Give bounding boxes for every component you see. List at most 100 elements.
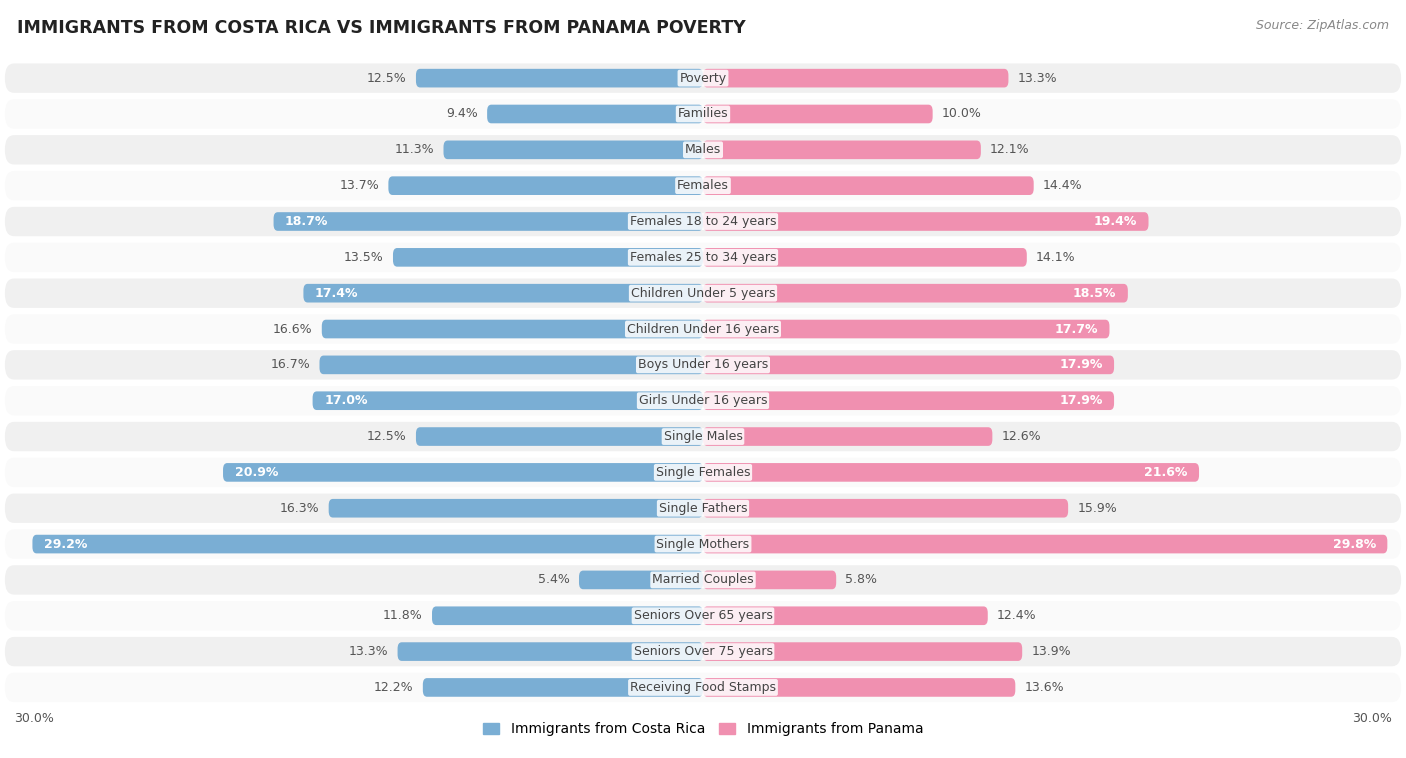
FancyBboxPatch shape [703, 606, 988, 625]
FancyBboxPatch shape [32, 534, 703, 553]
Text: 17.7%: 17.7% [1054, 323, 1098, 336]
FancyBboxPatch shape [392, 248, 703, 267]
Text: 11.3%: 11.3% [395, 143, 434, 156]
Legend: Immigrants from Costa Rica, Immigrants from Panama: Immigrants from Costa Rica, Immigrants f… [477, 717, 929, 742]
FancyBboxPatch shape [703, 463, 1199, 482]
Text: 18.7%: 18.7% [285, 215, 329, 228]
Text: 29.2%: 29.2% [44, 537, 87, 550]
FancyBboxPatch shape [703, 678, 1015, 697]
Text: Single Mothers: Single Mothers [657, 537, 749, 550]
FancyBboxPatch shape [4, 350, 1402, 380]
Text: 19.4%: 19.4% [1094, 215, 1137, 228]
Text: Children Under 5 years: Children Under 5 years [631, 287, 775, 299]
FancyBboxPatch shape [443, 140, 703, 159]
FancyBboxPatch shape [322, 320, 703, 338]
FancyBboxPatch shape [4, 315, 1402, 343]
Text: 20.9%: 20.9% [235, 466, 278, 479]
Text: Single Fathers: Single Fathers [659, 502, 747, 515]
Text: Families: Families [678, 108, 728, 121]
FancyBboxPatch shape [4, 99, 1402, 129]
Text: 16.3%: 16.3% [280, 502, 319, 515]
Text: Source: ZipAtlas.com: Source: ZipAtlas.com [1256, 19, 1389, 32]
FancyBboxPatch shape [312, 391, 703, 410]
Text: 12.5%: 12.5% [367, 430, 406, 443]
FancyBboxPatch shape [703, 571, 837, 589]
Text: 12.6%: 12.6% [1001, 430, 1042, 443]
FancyBboxPatch shape [4, 171, 1402, 200]
FancyBboxPatch shape [703, 642, 1022, 661]
FancyBboxPatch shape [703, 320, 1109, 338]
Text: 13.7%: 13.7% [339, 179, 380, 193]
Text: Boys Under 16 years: Boys Under 16 years [638, 359, 768, 371]
FancyBboxPatch shape [4, 458, 1402, 487]
FancyBboxPatch shape [703, 212, 1149, 231]
FancyBboxPatch shape [398, 642, 703, 661]
FancyBboxPatch shape [4, 637, 1402, 666]
Text: Single Males: Single Males [664, 430, 742, 443]
FancyBboxPatch shape [423, 678, 703, 697]
Text: 13.3%: 13.3% [1018, 72, 1057, 85]
FancyBboxPatch shape [329, 499, 703, 518]
Text: 13.5%: 13.5% [344, 251, 384, 264]
FancyBboxPatch shape [319, 356, 703, 374]
FancyBboxPatch shape [4, 243, 1402, 272]
Text: 16.7%: 16.7% [270, 359, 311, 371]
Text: 13.9%: 13.9% [1032, 645, 1071, 658]
Text: 12.2%: 12.2% [374, 681, 413, 694]
Text: Girls Under 16 years: Girls Under 16 years [638, 394, 768, 407]
Text: 10.0%: 10.0% [942, 108, 981, 121]
Text: Children Under 16 years: Children Under 16 years [627, 323, 779, 336]
FancyBboxPatch shape [703, 356, 1114, 374]
Text: 12.1%: 12.1% [990, 143, 1029, 156]
Text: 15.9%: 15.9% [1077, 502, 1118, 515]
Text: Females: Females [678, 179, 728, 193]
Text: 12.5%: 12.5% [367, 72, 406, 85]
FancyBboxPatch shape [703, 248, 1026, 267]
FancyBboxPatch shape [703, 283, 1128, 302]
Text: Females 18 to 24 years: Females 18 to 24 years [630, 215, 776, 228]
Text: 18.5%: 18.5% [1073, 287, 1116, 299]
Text: 9.4%: 9.4% [446, 108, 478, 121]
Text: Poverty: Poverty [679, 72, 727, 85]
FancyBboxPatch shape [4, 493, 1402, 523]
Text: Seniors Over 75 years: Seniors Over 75 years [634, 645, 772, 658]
FancyBboxPatch shape [304, 283, 703, 302]
Text: Males: Males [685, 143, 721, 156]
FancyBboxPatch shape [432, 606, 703, 625]
Text: 17.9%: 17.9% [1059, 359, 1102, 371]
FancyBboxPatch shape [4, 135, 1402, 164]
FancyBboxPatch shape [4, 529, 1402, 559]
FancyBboxPatch shape [4, 386, 1402, 415]
Text: 30.0%: 30.0% [1353, 712, 1392, 725]
FancyBboxPatch shape [703, 105, 932, 124]
FancyBboxPatch shape [703, 391, 1114, 410]
Text: 21.6%: 21.6% [1144, 466, 1188, 479]
FancyBboxPatch shape [4, 278, 1402, 308]
Text: Married Couples: Married Couples [652, 573, 754, 587]
Text: 5.8%: 5.8% [845, 573, 877, 587]
FancyBboxPatch shape [703, 499, 1069, 518]
FancyBboxPatch shape [4, 673, 1402, 702]
FancyBboxPatch shape [416, 69, 703, 87]
Text: 5.4%: 5.4% [538, 573, 569, 587]
Text: Single Females: Single Females [655, 466, 751, 479]
Text: 17.9%: 17.9% [1059, 394, 1102, 407]
Text: 13.3%: 13.3% [349, 645, 388, 658]
FancyBboxPatch shape [703, 534, 1388, 553]
Text: 30.0%: 30.0% [14, 712, 53, 725]
FancyBboxPatch shape [703, 177, 1033, 195]
FancyBboxPatch shape [274, 212, 703, 231]
FancyBboxPatch shape [703, 140, 981, 159]
Text: 14.1%: 14.1% [1036, 251, 1076, 264]
Text: Females 25 to 34 years: Females 25 to 34 years [630, 251, 776, 264]
FancyBboxPatch shape [4, 64, 1402, 92]
FancyBboxPatch shape [388, 177, 703, 195]
FancyBboxPatch shape [224, 463, 703, 482]
FancyBboxPatch shape [4, 565, 1402, 594]
FancyBboxPatch shape [486, 105, 703, 124]
FancyBboxPatch shape [703, 69, 1008, 87]
FancyBboxPatch shape [4, 207, 1402, 236]
Text: Receiving Food Stamps: Receiving Food Stamps [630, 681, 776, 694]
Text: 29.8%: 29.8% [1333, 537, 1376, 550]
FancyBboxPatch shape [4, 422, 1402, 451]
